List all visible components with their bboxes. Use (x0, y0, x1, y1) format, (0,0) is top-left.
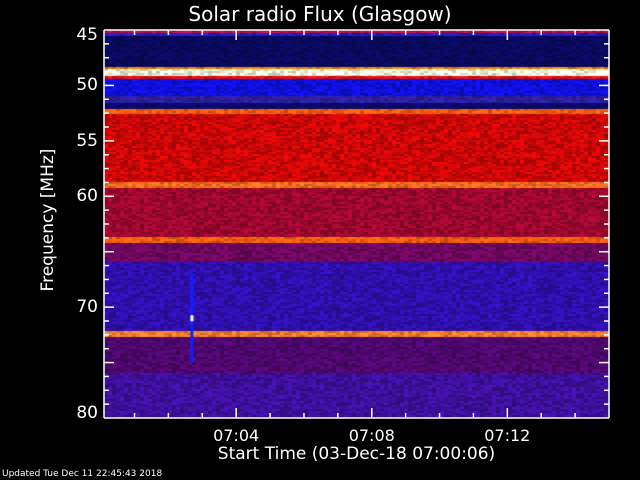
y-tick-label: 55 (76, 130, 98, 151)
y-tick-label: 60 (76, 186, 98, 207)
updated-timestamp: Updated Tue Dec 11 22:45:43 2018 (2, 469, 163, 479)
x-axis-label: Start Time (03-Dec-18 07:00:06) (217, 444, 496, 464)
y-axis-label: Frequency [MHz] (38, 148, 58, 292)
y-tick-label: 50 (76, 75, 98, 96)
y-tick-label: 80 (76, 403, 98, 423)
x-tick-label: 07:12 (484, 426, 531, 445)
x-tick-label: 07:04 (213, 426, 260, 445)
y-tick-label: 70 (76, 297, 98, 318)
chart-title: Solar radio Flux (Glasgow) (188, 2, 452, 26)
y-tick-label: 45 (76, 25, 98, 45)
x-tick-label: 07:08 (348, 426, 395, 445)
spectrogram (104, 30, 609, 418)
